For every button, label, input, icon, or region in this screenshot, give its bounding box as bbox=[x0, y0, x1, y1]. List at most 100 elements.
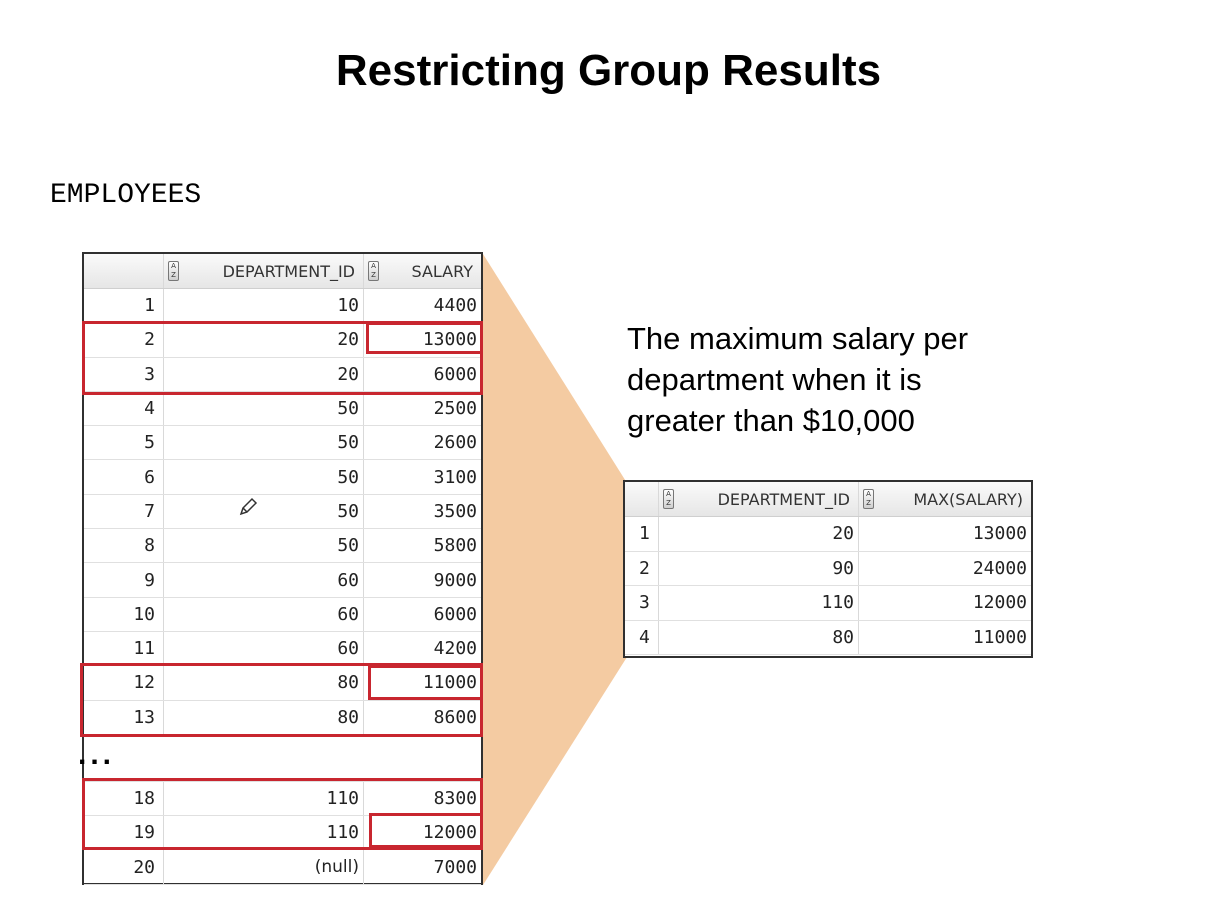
description-line: The maximum salary per bbox=[627, 321, 969, 356]
table-row[interactable]: 2 90 24000 bbox=[625, 551, 1031, 586]
sort-az-icon[interactable]: A Z bbox=[663, 489, 674, 509]
cell-department-id: (null) bbox=[164, 850, 364, 884]
description-line: greater than $10,000 bbox=[627, 403, 915, 438]
cell-salary: 9000 bbox=[433, 569, 477, 591]
cell-rownum: 9 bbox=[84, 563, 164, 597]
cell-rownum: 1 bbox=[625, 517, 659, 551]
header-cell-department-id[interactable]: A Z DEPARTMENT_ID bbox=[164, 254, 364, 288]
table-row[interactable]: 2 20 13000 bbox=[84, 323, 481, 358]
header-cell-rownum bbox=[84, 254, 164, 288]
table-row[interactable]: 4 50 2500 bbox=[84, 391, 481, 427]
sort-az-icon[interactable]: A Z bbox=[168, 261, 179, 281]
cell-rownum: 4 bbox=[84, 391, 164, 426]
cell-rownum: 10 bbox=[84, 597, 164, 631]
cell-rownum: 4 bbox=[625, 620, 659, 654]
cell-department-id: 110 bbox=[164, 816, 364, 850]
cell-salary: 13000 bbox=[422, 329, 477, 351]
cell-department-id: 90 bbox=[659, 551, 859, 585]
header-label: DEPARTMENT_ID bbox=[717, 489, 850, 509]
cell-department-id: 50 bbox=[164, 529, 364, 563]
cell-department-id: 110 bbox=[659, 586, 859, 620]
cell-salary: 2600 bbox=[433, 432, 477, 454]
cell-department-id: 80 bbox=[164, 666, 364, 700]
group-highlight-dept-20 bbox=[82, 321, 483, 395]
employees-header-row: A Z DEPARTMENT_ID A Z SALARY bbox=[84, 254, 481, 289]
table-row[interactable]: 3 20 6000 bbox=[84, 357, 481, 392]
slide-title: Restricting Group Results bbox=[335, 46, 882, 95]
cell-rownum: 5 bbox=[84, 426, 164, 460]
header-cell-max-salary[interactable]: A Z MAX(SALARY) bbox=[859, 482, 1031, 516]
table-caption: EMPLOYEES bbox=[50, 180, 202, 211]
table-row[interactable]: 12 80 11000 bbox=[84, 666, 481, 701]
cell-salary: 12000 bbox=[972, 592, 1027, 614]
table-row[interactable]: 5 50 2600 bbox=[84, 426, 481, 461]
cell-department-id: 80 bbox=[164, 700, 364, 734]
cell-rownum: 3 bbox=[625, 586, 659, 620]
max-highlight-12000 bbox=[369, 813, 483, 848]
cell-department-id: 110 bbox=[164, 781, 364, 816]
omitted-rows-gap bbox=[84, 734, 481, 782]
cell-salary: 3100 bbox=[433, 466, 477, 488]
cell-department-id: 20 bbox=[659, 517, 859, 551]
cell-salary: 12000 bbox=[422, 822, 477, 844]
cell-rownum: 7 bbox=[84, 494, 164, 529]
result-table: A Z DEPARTMENT_ID A Z MAX(SALARY) 1 20 130… bbox=[623, 480, 1033, 658]
cell-rownum: 13 bbox=[84, 700, 164, 734]
cell-salary: 5800 bbox=[433, 535, 477, 557]
cell-salary: 4200 bbox=[433, 638, 477, 660]
cell-rownum: 2 bbox=[84, 323, 164, 357]
table-row[interactable]: 6 50 3100 bbox=[84, 460, 481, 495]
table-row[interactable]: 11 60 4200 bbox=[84, 631, 481, 667]
table-row[interactable]: 1 20 13000 bbox=[625, 517, 1031, 552]
cell-rownum: 18 bbox=[84, 781, 164, 816]
cell-salary: 8600 bbox=[433, 706, 477, 728]
table-row[interactable]: 10 60 6000 bbox=[84, 597, 481, 632]
cell-rownum: 6 bbox=[84, 460, 164, 494]
header-label: DEPARTMENT_ID bbox=[222, 261, 355, 281]
max-highlight-11000 bbox=[368, 665, 483, 700]
header-cell-department-id[interactable]: A Z DEPARTMENT_ID bbox=[659, 482, 859, 516]
cell-department-id: 50 bbox=[164, 460, 364, 494]
cell-department-id: 20 bbox=[164, 357, 364, 391]
result-description: The maximum salary per department when i… bbox=[627, 318, 968, 441]
cell-salary: 2500 bbox=[433, 398, 477, 420]
sort-az-icon[interactable]: A Z bbox=[368, 261, 379, 281]
cell-department-id: 60 bbox=[164, 563, 364, 597]
cell-department-id: 50 bbox=[164, 494, 364, 529]
cell-rownum: 2 bbox=[625, 551, 659, 585]
cell-salary: 11000 bbox=[422, 672, 477, 694]
result-rows: 1 20 13000 2 90 24000 3 110 12000 4 80 11000 bbox=[625, 517, 1031, 655]
cell-rownum: 11 bbox=[84, 631, 164, 666]
cell-salary: 3500 bbox=[433, 500, 477, 522]
table-row[interactable]: 3 110 12000 bbox=[625, 586, 1031, 621]
cell-department-id: 10 bbox=[164, 289, 364, 323]
header-label: MAX(SALARY) bbox=[913, 489, 1023, 509]
cell-rownum: 8 bbox=[84, 529, 164, 563]
table-row[interactable]: 1 10 4400 bbox=[84, 289, 481, 324]
cell-department-id: 80 bbox=[659, 620, 859, 654]
result-header-row: A Z DEPARTMENT_ID A Z MAX(SALARY) bbox=[625, 482, 1031, 517]
sort-az-icon[interactable]: A Z bbox=[863, 489, 874, 509]
cell-department-id: 20 bbox=[164, 323, 364, 357]
table-row[interactable]: 8 50 5800 bbox=[84, 529, 481, 564]
cell-department-id: 50 bbox=[164, 391, 364, 426]
table-row[interactable]: 9 60 9000 bbox=[84, 563, 481, 598]
group-highlight-dept-80 bbox=[80, 663, 483, 737]
cell-salary: 8300 bbox=[433, 788, 477, 809]
table-row[interactable]: 4 80 11000 bbox=[625, 620, 1031, 655]
header-cell-rownum bbox=[625, 482, 659, 516]
cell-rownum: 20 bbox=[84, 850, 164, 884]
cell-rownum: 1 bbox=[84, 289, 164, 323]
table-row[interactable]: 7 50 3500 bbox=[84, 494, 481, 530]
cell-salary: 13000 bbox=[972, 523, 1027, 545]
header-cell-salary[interactable]: A Z SALARY bbox=[364, 254, 481, 288]
cell-salary: 6000 bbox=[433, 603, 477, 625]
cell-salary: 6000 bbox=[433, 363, 477, 385]
cell-salary: 11000 bbox=[972, 626, 1027, 648]
description-line: department when it is bbox=[627, 362, 922, 397]
table-row[interactable]: 20 (null) 7000 bbox=[84, 850, 481, 885]
omitted-rows-ellipsis: ... bbox=[78, 738, 116, 771]
table-row[interactable]: 18 110 8300 bbox=[84, 781, 481, 817]
cell-rownum: 3 bbox=[84, 357, 164, 391]
